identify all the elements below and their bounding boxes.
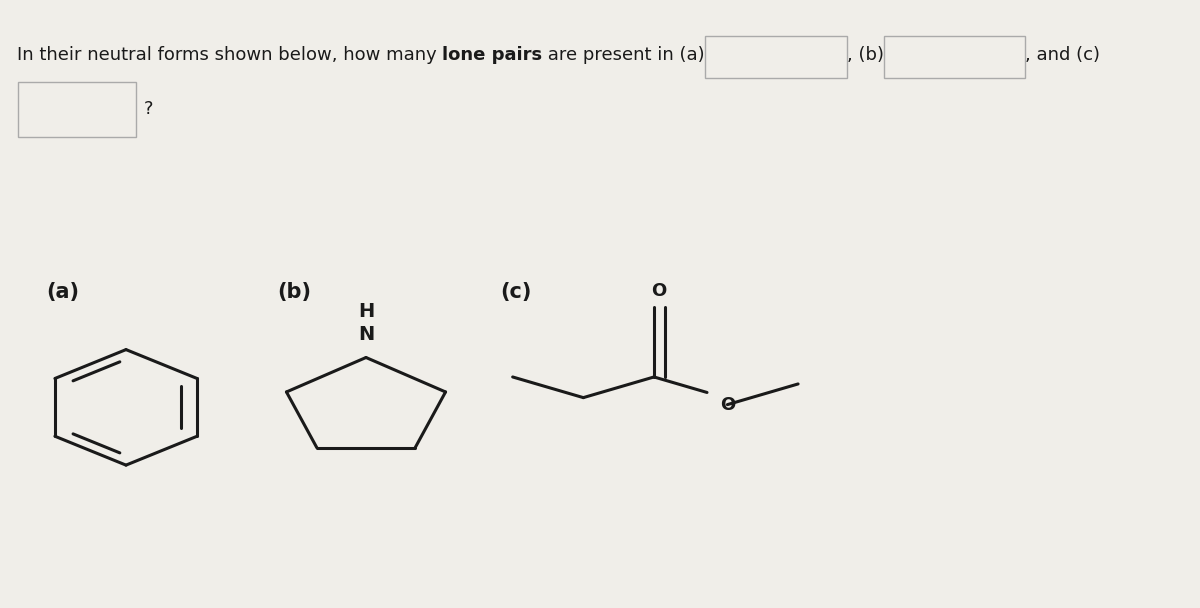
Text: (c): (c) (500, 282, 532, 302)
Text: , (b): , (b) (847, 46, 883, 64)
Text: (a): (a) (46, 282, 79, 302)
Text: are present in (a): are present in (a) (542, 46, 706, 64)
Text: N: N (358, 325, 374, 344)
Text: ?: ? (144, 100, 154, 119)
Text: In their neutral forms shown below, how many: In their neutral forms shown below, how … (17, 46, 443, 64)
FancyBboxPatch shape (883, 36, 1025, 78)
FancyBboxPatch shape (706, 36, 847, 78)
Text: , and (c): , and (c) (1025, 46, 1100, 64)
Text: H: H (358, 302, 374, 322)
Text: O: O (652, 282, 666, 300)
Text: O: O (720, 396, 736, 413)
FancyBboxPatch shape (18, 82, 136, 137)
Text: (b): (b) (277, 282, 311, 302)
Text: lone pairs: lone pairs (443, 46, 542, 64)
